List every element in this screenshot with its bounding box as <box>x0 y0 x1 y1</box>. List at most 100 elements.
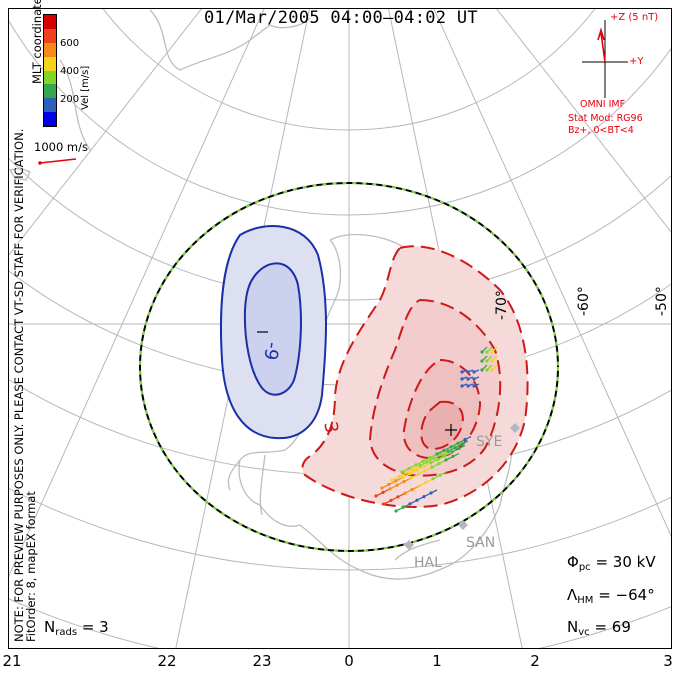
mlt-tick-22: 22 <box>157 652 177 670</box>
velocity-vector-origin <box>396 495 400 499</box>
radar-count: Nrads = 3 <box>44 618 109 638</box>
velocity-vector-origin <box>380 486 384 490</box>
colorbar-segment <box>44 56 56 71</box>
lambda-value: = −64° <box>598 586 655 604</box>
nvc-value: = 69 <box>594 618 631 636</box>
mlt-tick-3: 3 <box>663 652 673 670</box>
positive-convection-cell <box>301 245 529 508</box>
imf-source: OMNI IMF <box>580 99 626 110</box>
velocity-vector-origin <box>394 509 398 513</box>
velocity-vector-origin <box>416 472 420 476</box>
fit-order-note: FitOrder: 8, mapEX format <box>24 491 38 642</box>
velocity-vector-origin <box>466 370 470 374</box>
velocity-vector-origin <box>408 502 412 506</box>
stat-condition: Bz+, 0<BT<4 <box>568 125 634 136</box>
nvc-subscript: vc <box>578 627 590 638</box>
plot-frame <box>8 8 672 649</box>
velocity-vector-origin <box>382 502 386 506</box>
velocity-vector-origin <box>423 469 427 473</box>
velocity-vector-origin <box>439 453 443 457</box>
latitude-label-60: -60° <box>576 286 592 316</box>
velocity-vector-origin <box>402 480 406 484</box>
colorbar-tick-400: 400 <box>60 66 80 77</box>
velocity-vector-origin <box>435 452 439 456</box>
colorbar-segment <box>44 84 56 99</box>
velocity-vector-origin <box>466 377 470 381</box>
velocity-vector-origin <box>395 483 399 487</box>
phi-subscript: pc <box>578 562 591 573</box>
color-bar <box>43 14 57 127</box>
lambda-subscript: HM <box>577 595 594 606</box>
velocity-vector-origin <box>485 350 489 354</box>
velocity-vector-origin <box>457 446 461 450</box>
colorbar-segment <box>44 98 56 113</box>
velocity-vector-origin <box>410 488 414 492</box>
velocity-vector-origin <box>430 465 434 469</box>
velocity-vector-origin <box>463 438 467 442</box>
velocity-vector-origin <box>409 476 413 480</box>
velocity-vector-origin <box>466 384 470 388</box>
latitude-label-50: -50° <box>654 286 670 316</box>
colorbar-label: Vel [m/s] <box>80 65 91 110</box>
imf-z-label: +Z (5 nT) <box>610 12 659 23</box>
velocity-vector-origin <box>443 454 447 458</box>
velocity-vector-origin <box>425 460 429 464</box>
mlt-tick-23: 23 <box>252 652 272 670</box>
velocity-vector-origin <box>407 466 411 470</box>
velocity-vector-origin <box>408 472 412 476</box>
vector-count: Nvc = 69 <box>567 618 631 638</box>
velocity-vector-origin <box>400 470 404 474</box>
velocity-vector-origin <box>480 368 484 372</box>
mlt-tick-1: 1 <box>432 652 442 670</box>
colorbar-segment <box>44 15 56 29</box>
velocity-vector-origin <box>417 484 421 488</box>
velocity-vector-origin <box>490 368 494 372</box>
colorbar-tick-200: 200 <box>60 94 80 105</box>
velocity-vector-origin <box>453 446 457 450</box>
velocity-vector-origin <box>388 487 392 491</box>
imf-y-label: +Y <box>629 56 644 67</box>
velocity-vector-origin <box>429 491 433 495</box>
velocity-vector-origin <box>389 498 393 502</box>
velocity-vector-origin <box>449 445 453 449</box>
hm-latitude: ΛHM = −64° <box>567 586 655 606</box>
velocity-vector-origin <box>460 377 464 381</box>
colorbar-segment <box>44 28 56 43</box>
velocity-vector-origin <box>397 474 401 478</box>
velocity-vector-origin <box>456 441 460 445</box>
station-label-sye: SYE <box>476 434 503 450</box>
nvc-symbol: N <box>567 618 579 636</box>
mlt-tick-21: 21 <box>2 652 22 670</box>
velocity-vector-origin <box>490 350 494 354</box>
latitude-label-70: -70° <box>494 290 510 320</box>
velocity-vector-origin <box>421 459 425 463</box>
velocity-vector-origin <box>418 464 422 468</box>
lambda-symbol: Λ <box>567 586 578 604</box>
velocity-vector-origin <box>403 491 407 495</box>
velocity-vector-origin <box>432 456 436 460</box>
station-label-hal: HAL <box>414 555 442 571</box>
velocity-vector-origin <box>401 475 405 479</box>
cross-polar-potential: Φpc = 30 kV <box>567 553 656 573</box>
colorbar-segment <box>44 112 56 126</box>
velocity-vector-origin <box>415 498 419 502</box>
velocity-vector-origin <box>446 449 450 453</box>
velocity-vector-origin <box>444 458 448 462</box>
contour-label-negative: -9 <box>259 340 283 362</box>
velocity-vector-origin <box>415 468 419 472</box>
velocity-vector-origin <box>472 377 476 381</box>
stat-model: Stat Mod: RG96 <box>568 113 643 124</box>
negative-convection-cell <box>220 225 327 440</box>
nrads-subscript: rads <box>55 627 78 638</box>
colorbar-tick-600: 600 <box>60 38 80 49</box>
velocity-vector-origin <box>390 478 394 482</box>
velocity-vector-origin <box>404 471 408 475</box>
velocity-vector-origin <box>438 473 442 477</box>
velocity-vector-origin <box>485 368 489 372</box>
mlt-tick-2: 2 <box>530 652 540 670</box>
velocity-vectors <box>374 346 498 513</box>
scale-vector-label: 1000 m/s <box>34 140 88 154</box>
velocity-vector-origin <box>480 359 484 363</box>
